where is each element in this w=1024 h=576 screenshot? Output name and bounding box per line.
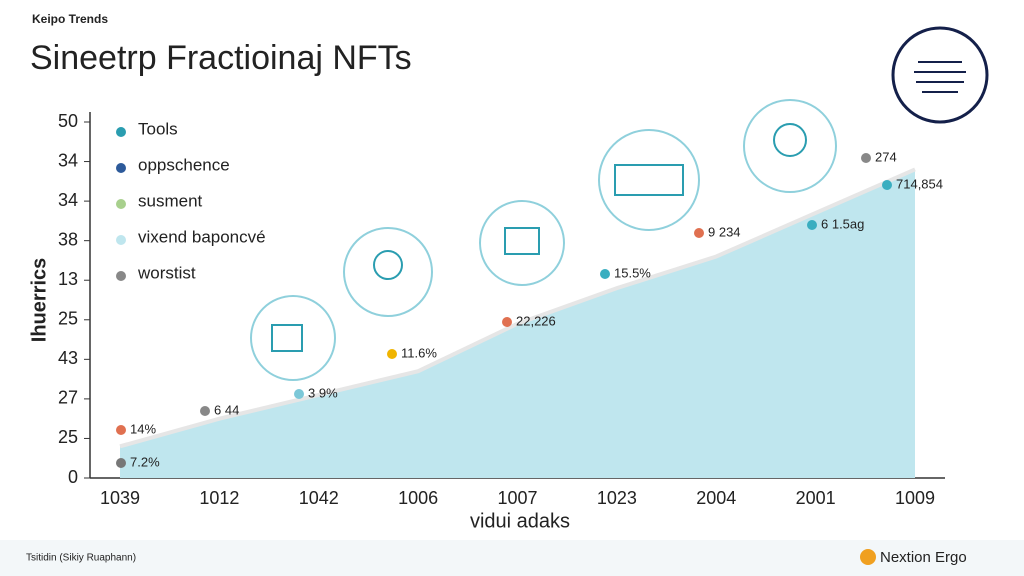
legend-swatch: [116, 271, 126, 281]
legend-label: worstist: [137, 263, 196, 282]
x-tick-label: 2001: [796, 488, 836, 508]
annotation-dot: [116, 458, 126, 468]
legend-label: oppschence: [138, 155, 230, 174]
annotation-label: 6 1.5ag: [821, 216, 864, 231]
annotation-label: 714,854: [896, 176, 943, 191]
x-tick-label: 1007: [497, 488, 537, 508]
footer-brand: Nextion Ergo: [880, 549, 967, 566]
annotation-dot: [807, 220, 817, 230]
legend-label: vixend baponcvé: [138, 227, 266, 246]
x-tick-label: 1023: [597, 488, 637, 508]
footer-bar: [0, 540, 1024, 576]
y-axis-label: Ihuerrics: [28, 258, 50, 342]
annotation-dot: [294, 389, 304, 399]
x-tick-label: 1039: [100, 488, 140, 508]
annotation-label: 11.6%: [401, 345, 437, 360]
y-tick-label: 0: [68, 467, 78, 487]
annotation-dot: [502, 317, 512, 327]
chart-title: Sineetrp Fractioinaj NFTs: [30, 39, 412, 77]
x-tick-label: 1042: [299, 488, 339, 508]
legend-swatch: [116, 163, 126, 173]
annotation-label: 6 44: [214, 402, 239, 417]
header: Keipo Trends: [32, 12, 108, 26]
legend-label: Tools: [138, 119, 178, 138]
badge-icon: [614, 164, 684, 196]
badges: [250, 26, 989, 381]
annotation-label: 3 9%: [308, 385, 338, 400]
legend-swatch: [116, 127, 126, 137]
area-line: [119, 167, 916, 449]
annotation-dot: [861, 153, 871, 163]
y-tick-label: 34: [58, 150, 78, 170]
legend-swatch: [116, 199, 126, 209]
brand-logo: [860, 549, 876, 565]
annotation-dot: [116, 425, 126, 435]
annotation-label: 15.5%: [614, 265, 651, 280]
y-tick-label: 34: [58, 190, 78, 210]
legend-label: susment: [138, 191, 203, 210]
x-tick-label: 2004: [696, 488, 736, 508]
y-tick-label: 50: [58, 111, 78, 131]
badge-icon: [271, 324, 303, 352]
badge-icon: [504, 227, 540, 255]
y-tick-label: 27: [58, 388, 78, 408]
annotation-label: 22,226: [516, 313, 556, 328]
annotation-label: 9 234: [708, 224, 741, 239]
x-tick-label: 1009: [895, 488, 935, 508]
annotation-dot: [694, 228, 704, 238]
badge-icon: [773, 123, 807, 157]
y-tick-label: 25: [58, 427, 78, 447]
footer-source: Tsitidin (Sikiy Ruaphann): [26, 553, 136, 564]
badge: [891, 26, 989, 124]
annotation-dot: [600, 269, 610, 279]
annotation-label: 14%: [130, 421, 156, 436]
y-tick-label: 43: [58, 348, 78, 368]
annotation-label: 274: [875, 149, 897, 164]
annotation-dot: [882, 180, 892, 190]
y-tick-label: 25: [58, 309, 78, 329]
badge-icon: [373, 250, 403, 280]
y-tick-label: 38: [58, 229, 78, 249]
x-tick-label: 1012: [199, 488, 239, 508]
annotation-dot: [200, 406, 210, 416]
legend-swatch: [116, 235, 126, 245]
x-tick-label: 1006: [398, 488, 438, 508]
y-tick-label: 13: [58, 269, 78, 289]
annotation-label: 7.2%: [130, 454, 160, 469]
annotation-dot: [387, 349, 397, 359]
x-axis-label: vidui adaks: [470, 510, 570, 532]
